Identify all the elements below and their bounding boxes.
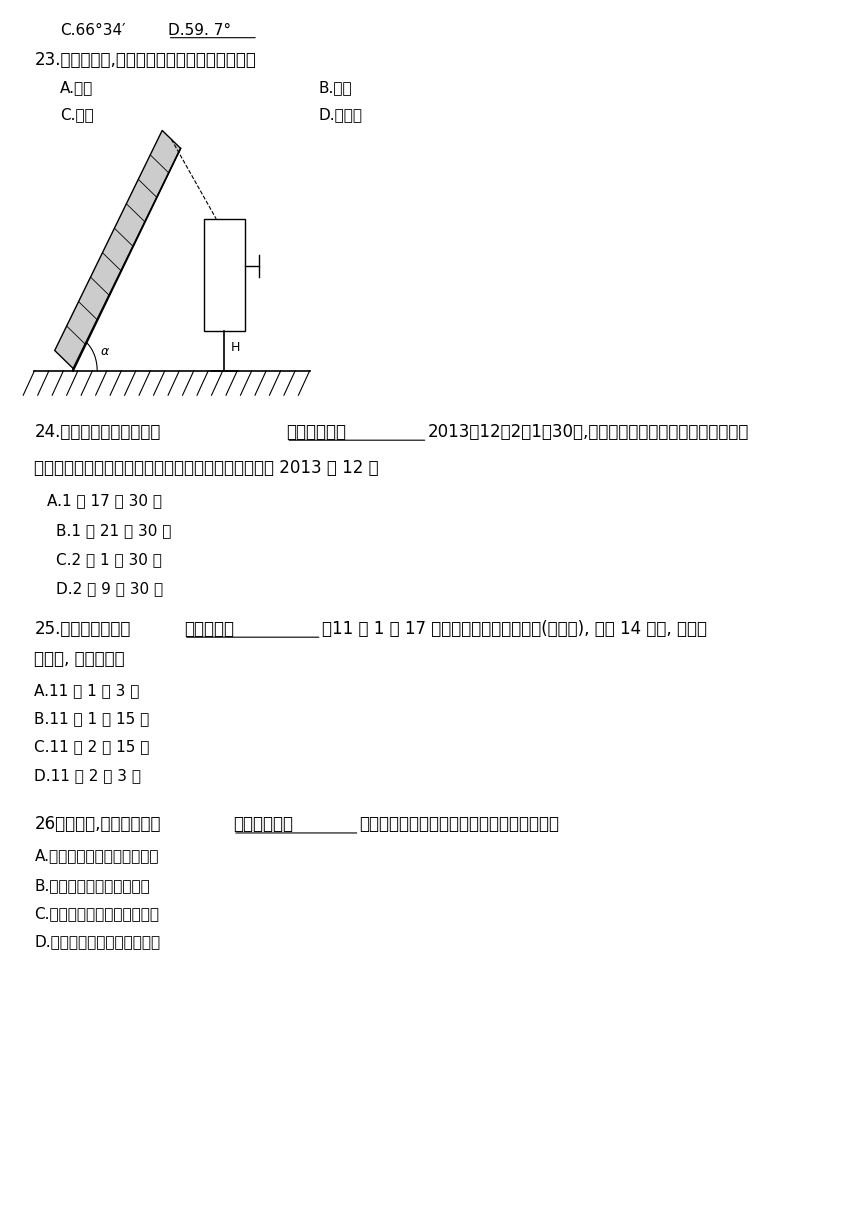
Text: C.拉萨: C.拉萨 bbox=[60, 107, 94, 122]
Text: B.广、北京、武汉、哈尔滨: B.广、北京、武汉、哈尔滨 bbox=[34, 878, 150, 893]
Text: D.2 日 9 时 30 分: D.2 日 9 时 30 分 bbox=[56, 581, 163, 596]
Text: 金山时, 当地时间是: 金山时, 当地时间是 bbox=[34, 651, 125, 668]
Text: B.1 日 21 时 30 分: B.1 日 21 时 30 分 bbox=[56, 523, 171, 537]
Text: 24.我国娥娥三号月球探测: 24.我国娥娥三号月球探测 bbox=[34, 423, 161, 440]
Text: D.59. 7°: D.59. 7° bbox=[168, 23, 230, 38]
Text: B.11 月 1 日 15 时: B.11 月 1 日 15 时 bbox=[34, 711, 150, 726]
Text: C.2 日 1 时 30 分: C.2 日 1 时 30 分 bbox=[56, 552, 162, 567]
Text: D.11 月 2 日 3 时: D.11 月 2 日 3 时 bbox=[34, 769, 141, 783]
Text: 四城市的正午太阳高度由大到小排列正确的是: 四城市的正午太阳高度由大到小排列正确的是 bbox=[359, 816, 560, 833]
Text: A.1 日 17 时 30 分: A.1 日 17 时 30 分 bbox=[47, 494, 163, 508]
Text: D.吐鲁番: D.吐鲁番 bbox=[318, 107, 362, 122]
Text: D.武汉、广州、哈尔滨、北京: D.武汉、广州、哈尔滨、北京 bbox=[34, 934, 161, 948]
Text: A.海口: A.海口 bbox=[60, 80, 94, 95]
Text: B.重庆: B.重庆 bbox=[318, 80, 352, 95]
Text: 飞机于北京: 飞机于北京 bbox=[184, 620, 234, 637]
Text: A.广州、武汉、北京、哈尔滨: A.广州、武汉、北京、哈尔滨 bbox=[34, 849, 159, 863]
Text: 器于北京时间: 器于北京时间 bbox=[286, 423, 347, 440]
Bar bbox=[204, 219, 245, 331]
Text: 26．夏至日,广州、武汉、: 26．夏至日,广州、武汉、 bbox=[34, 816, 161, 833]
Text: C.哈尔滨、北京、武汉、广州: C.哈尔滨、北京、武汉、广州 bbox=[34, 906, 159, 921]
Text: 25.某航空公司一架: 25.某航空公司一架 bbox=[34, 620, 131, 637]
Polygon shape bbox=[55, 130, 181, 368]
Text: 北京、哈尔滨: 北京、哈尔滨 bbox=[233, 816, 293, 833]
Text: 时11 月 1 日 17 时由上海飞往美国旧金山(西八区), 历时 14 小时, 到达旧: 时11 月 1 日 17 时由上海飞往美国旧金山(西八区), 历时 14 小时,… bbox=[322, 620, 707, 637]
Text: C.66°34′: C.66°34′ bbox=[60, 23, 126, 38]
Text: 2013年12月2日1旰30分,在四川西昌卫星发射中心成功发射。: 2013年12月2日1旰30分,在四川西昌卫星发射中心成功发射。 bbox=[427, 423, 749, 440]
Text: 据此回答下题。发射时刻的国际标准时间（世界时）是 2013 年 12 月: 据此回答下题。发射时刻的国际标准时间（世界时）是 2013 年 12 月 bbox=[34, 460, 379, 477]
Text: H: H bbox=[230, 340, 240, 354]
Text: A.11 月 1 日 3 时: A.11 月 1 日 3 时 bbox=[34, 683, 140, 698]
Text: α: α bbox=[101, 345, 109, 358]
Text: 23.下列地区中,使用太阳能热水器效果最好的是: 23.下列地区中,使用太阳能热水器效果最好的是 bbox=[34, 51, 256, 68]
Text: C.11 月 2 日 15 时: C.11 月 2 日 15 时 bbox=[34, 739, 150, 754]
